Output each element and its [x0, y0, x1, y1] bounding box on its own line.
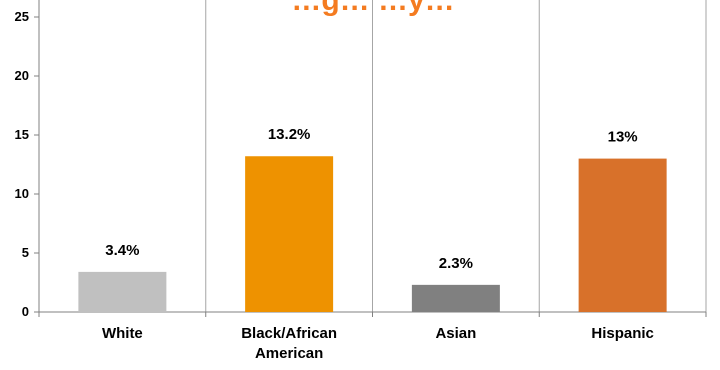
bar [78, 271, 167, 312]
category-label: Hispanic [591, 325, 654, 342]
bars [78, 156, 667, 312]
category-label: American [255, 345, 323, 362]
axes: 0 5 10 15 20 25 [15, 0, 707, 319]
category-label: Asian [435, 325, 476, 342]
data-label: 13.2% [268, 126, 311, 143]
category-label: Black/African [241, 325, 337, 342]
y-tick-label: 0 [22, 304, 29, 319]
y-tick-label: 10 [15, 186, 29, 201]
y-tick-label: 20 [15, 68, 29, 83]
gridlines [205, 0, 707, 312]
data-label: 13% [608, 129, 638, 146]
y-tick-label: 25 [15, 9, 29, 24]
category-label: White [102, 325, 143, 342]
y-tick-label: 15 [15, 127, 29, 142]
labels: 3.4% White 13.2% Black/African American 2.3% A… [102, 126, 654, 362]
data-label: 3.4% [105, 242, 139, 259]
y-tick-label: 5 [22, 245, 29, 260]
bar [245, 156, 334, 312]
bar [411, 284, 500, 312]
bar [578, 158, 667, 312]
data-label: 2.3% [439, 255, 473, 272]
